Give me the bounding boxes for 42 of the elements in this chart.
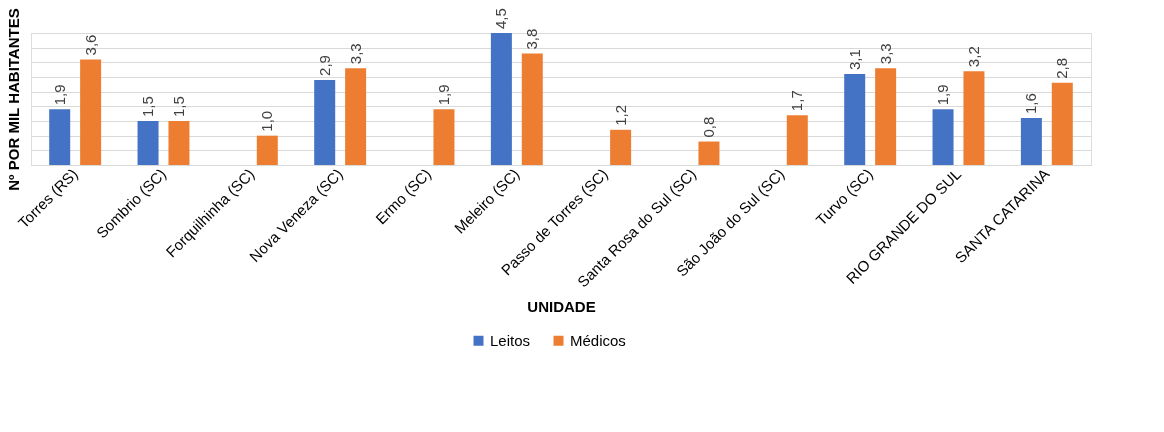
data-label: 3,8 xyxy=(523,28,541,50)
y-axis-title: Nº POR MIL HABITANTES xyxy=(4,8,22,191)
data-label: 1,5 xyxy=(139,96,157,117)
data-label: 3,2 xyxy=(964,46,982,68)
bar xyxy=(963,71,985,165)
bar xyxy=(521,53,543,165)
data-label: 2,9 xyxy=(315,55,333,76)
data-label: 3,1 xyxy=(845,49,863,71)
data-label: 1,9 xyxy=(50,84,68,106)
bar xyxy=(610,129,632,165)
data-label: 1,9 xyxy=(934,84,952,106)
data-label: 1,6 xyxy=(1022,93,1040,115)
bar xyxy=(49,109,71,165)
data-label: 0,8 xyxy=(699,116,717,138)
bar xyxy=(1020,118,1042,165)
bar xyxy=(137,121,159,165)
bar xyxy=(314,79,336,165)
data-label: 4,5 xyxy=(492,8,510,29)
data-label: 1,9 xyxy=(434,84,452,106)
data-label: 1,7 xyxy=(788,90,806,112)
bar xyxy=(168,121,190,165)
bar xyxy=(875,68,897,165)
data-label: 2,8 xyxy=(1053,58,1071,79)
data-label: 1,0 xyxy=(258,110,276,132)
data-label: 1,5 xyxy=(169,96,187,117)
x-axis-title: UNIDADE xyxy=(527,298,596,316)
bar xyxy=(490,33,512,165)
bar xyxy=(80,59,102,165)
bar xyxy=(433,109,455,165)
data-label: 3,3 xyxy=(876,43,894,65)
bar xyxy=(932,109,954,165)
bar xyxy=(844,74,866,165)
data-label: 3,6 xyxy=(81,34,99,56)
bar xyxy=(1051,82,1073,165)
bar xyxy=(345,68,367,165)
legend-label: Leitos xyxy=(490,331,531,349)
data-label: 3,3 xyxy=(346,43,364,65)
bar xyxy=(786,115,808,165)
legend-label: Médicos xyxy=(570,331,626,349)
data-label: 1,2 xyxy=(611,104,629,126)
bar xyxy=(698,141,720,165)
bar xyxy=(256,135,278,165)
